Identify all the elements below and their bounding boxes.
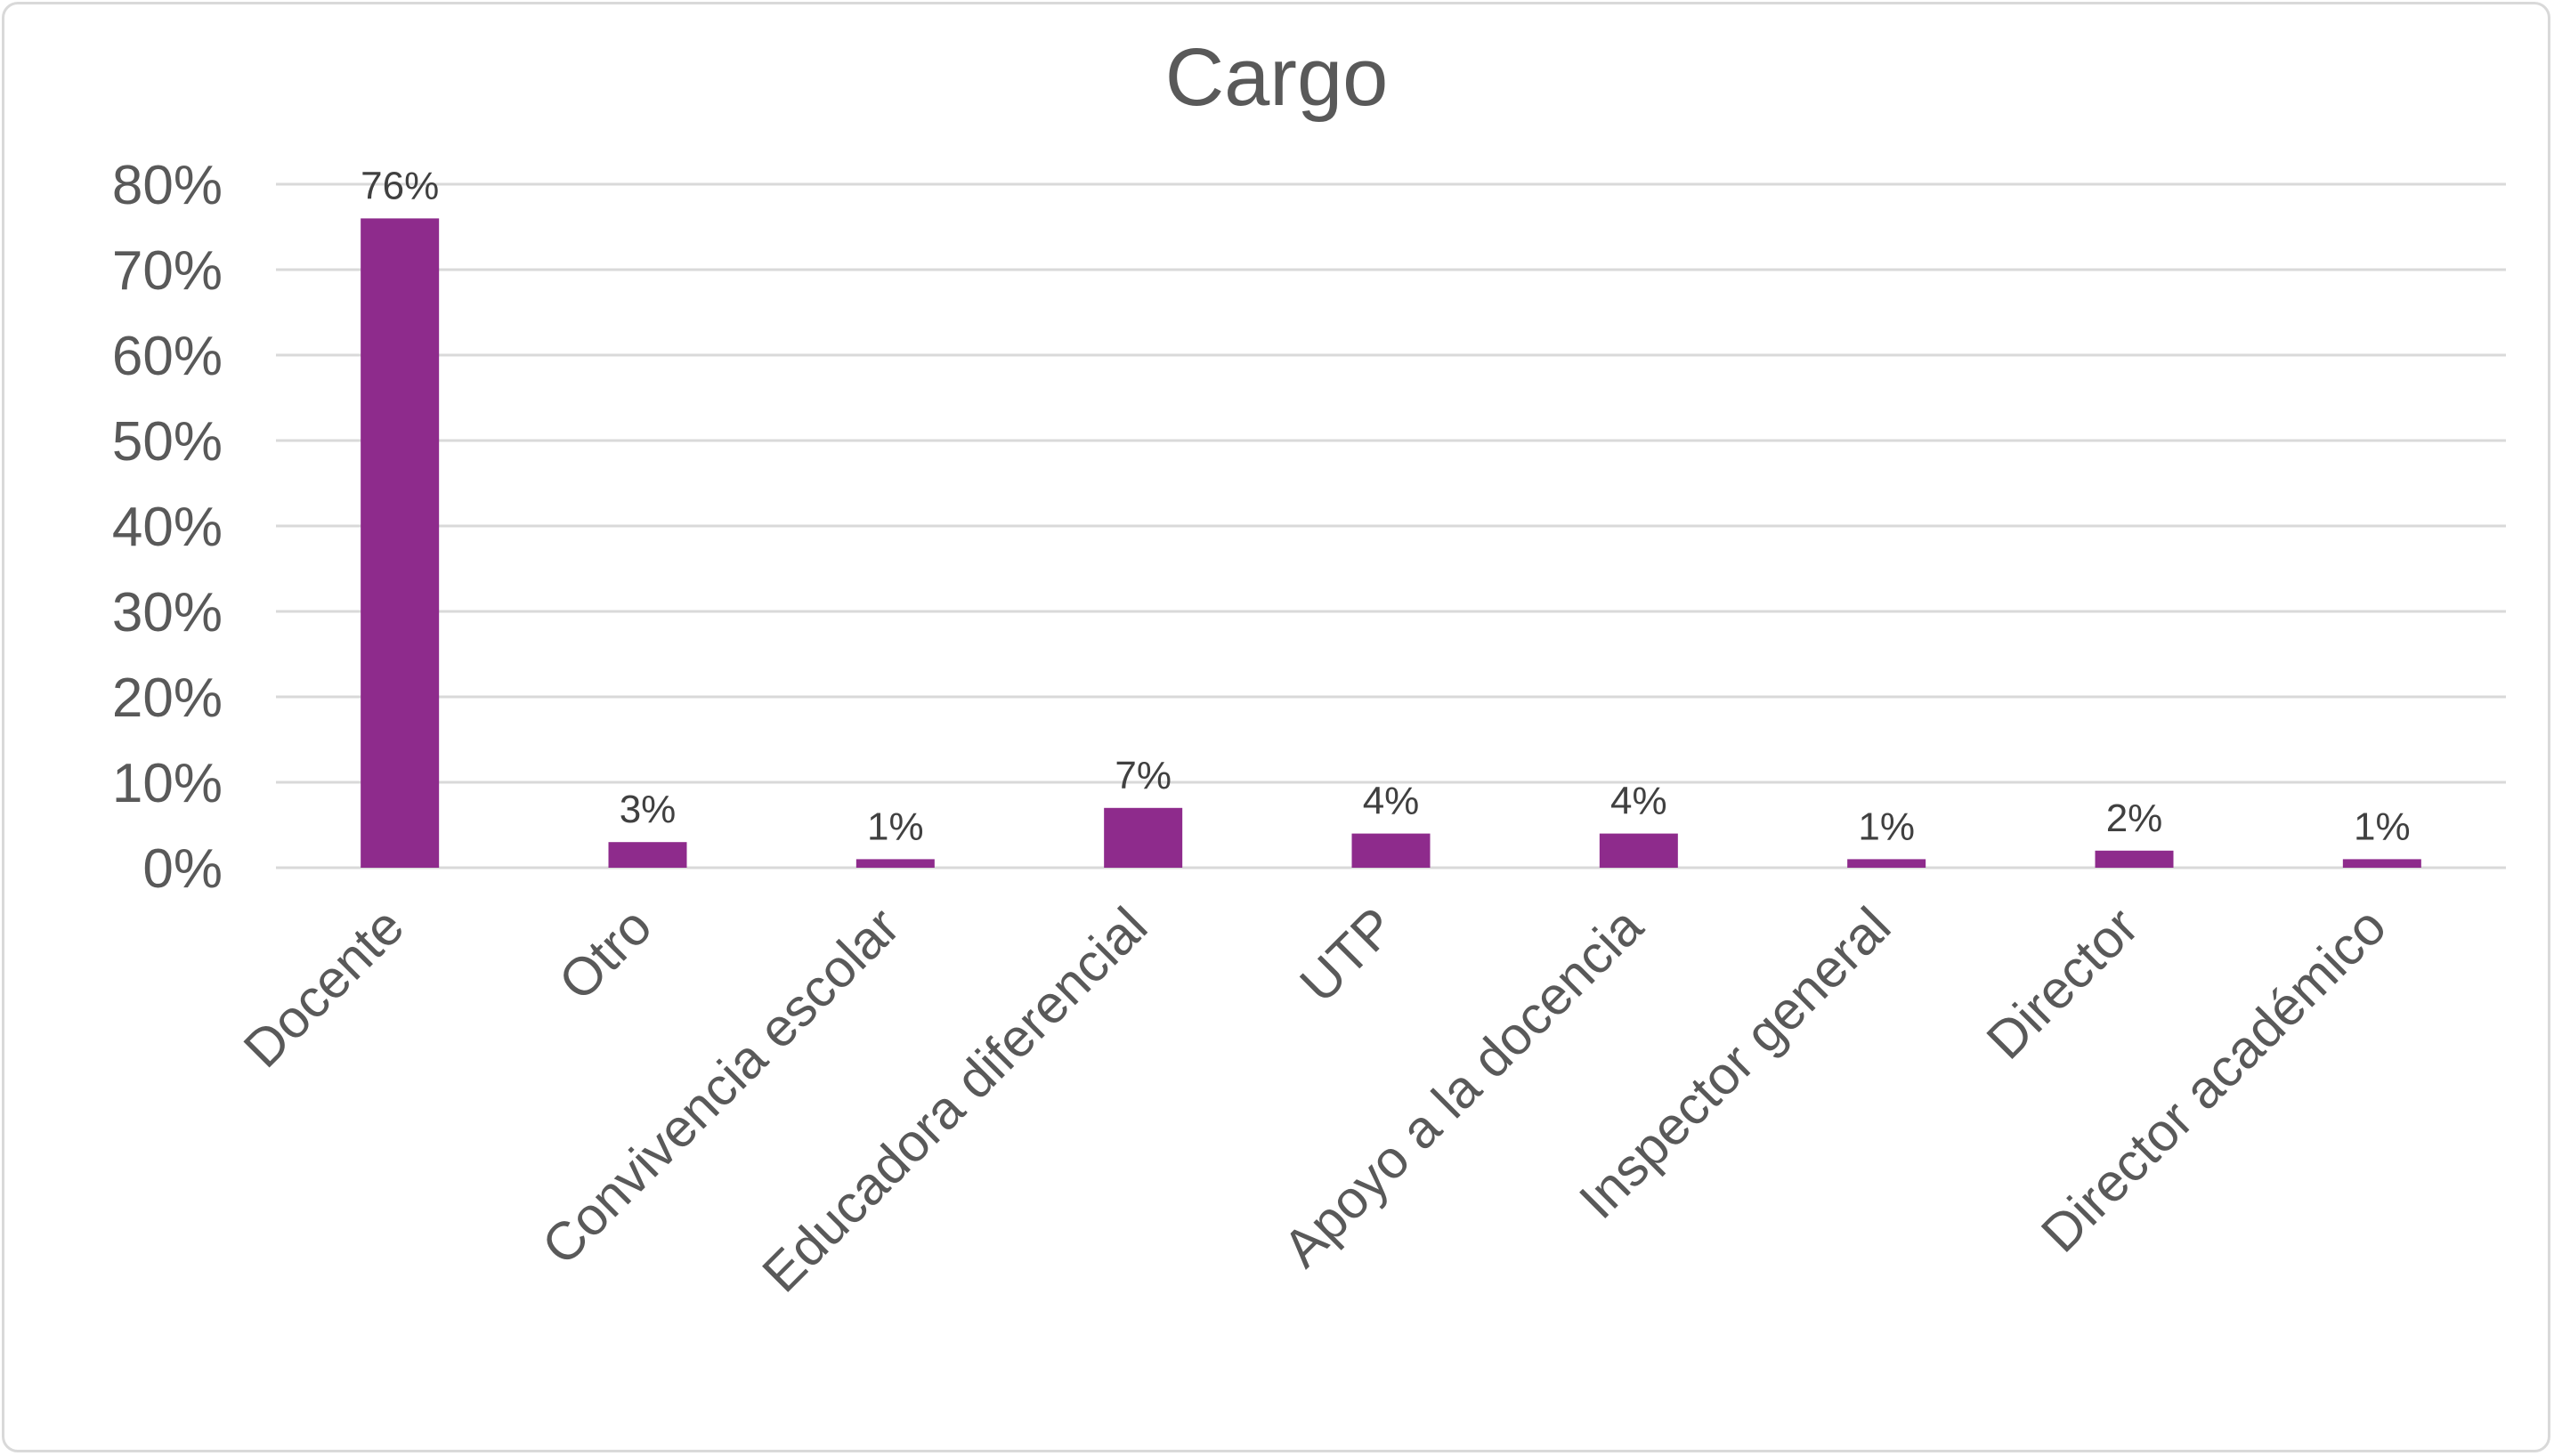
- bar: [2095, 850, 2174, 868]
- data-label: 2%: [2106, 797, 2163, 840]
- data-label: 1%: [2354, 805, 2411, 848]
- y-tick-label: 30%: [112, 582, 223, 643]
- data-label: 3%: [620, 788, 677, 831]
- bar: [1847, 859, 1926, 868]
- x-tick-label: Docente: [232, 896, 415, 1079]
- gridlines: [276, 182, 2506, 870]
- bars: [361, 218, 2421, 868]
- x-tick-label: UTP: [1288, 896, 1406, 1014]
- y-tick-label: 40%: [112, 497, 223, 558]
- y-tick-label: 20%: [112, 667, 223, 729]
- chart-title: Cargo: [1165, 32, 1389, 123]
- y-axis-ticks: 0% 10% 20% 30% 40% 50% 60% 70% 80%: [112, 155, 223, 900]
- data-label: 76%: [361, 164, 439, 207]
- bar: [1351, 833, 1431, 868]
- y-tick-label: 0%: [142, 838, 223, 900]
- bar: [855, 859, 935, 868]
- bar: [1599, 833, 1678, 868]
- y-tick-label: 60%: [112, 326, 223, 387]
- data-label: 1%: [1858, 805, 1915, 848]
- x-tick-label: Otro: [547, 896, 663, 1012]
- y-tick-label: 70%: [112, 240, 223, 302]
- bar: [361, 218, 440, 868]
- data-label: 4%: [1610, 780, 1667, 823]
- bar: [608, 842, 687, 868]
- data-label: 4%: [1363, 780, 1420, 823]
- data-label: 7%: [1115, 754, 1172, 797]
- bar: [1104, 807, 1183, 868]
- y-tick-label: 10%: [112, 753, 223, 814]
- x-tick-label: Director: [1975, 896, 2150, 1071]
- y-tick-label: 80%: [112, 155, 223, 216]
- data-label: 1%: [867, 805, 924, 848]
- y-tick-label: 50%: [112, 411, 223, 473]
- bar: [2342, 859, 2421, 868]
- data-labels: 76% 3% 1% 7% 4% 4% 1% 2% 1%: [361, 164, 2411, 848]
